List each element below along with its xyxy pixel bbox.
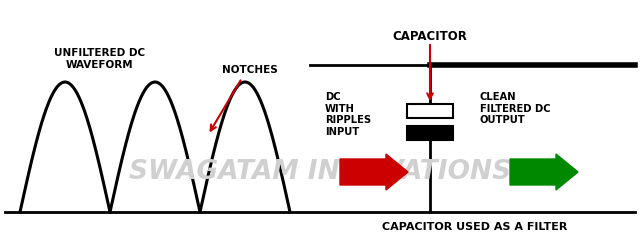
FancyArrow shape — [510, 154, 578, 190]
Text: UNFILTERED DC
WAVEFORM: UNFILTERED DC WAVEFORM — [54, 48, 145, 70]
FancyArrow shape — [340, 154, 408, 190]
Text: SWAGATAM INNOVATIONS: SWAGATAM INNOVATIONS — [129, 159, 511, 185]
Text: DC
WITH
RIPPLES
INPUT: DC WITH RIPPLES INPUT — [325, 92, 371, 137]
Text: CLEAN
FILTERED DC
OUTPUT: CLEAN FILTERED DC OUTPUT — [480, 92, 550, 125]
Bar — [407, 126, 453, 140]
Text: CAPACITOR: CAPACITOR — [392, 30, 467, 43]
Text: CAPACITOR USED AS A FILTER: CAPACITOR USED AS A FILTER — [382, 222, 568, 232]
Text: NOTCHES: NOTCHES — [222, 65, 278, 75]
Bar — [407, 104, 453, 118]
